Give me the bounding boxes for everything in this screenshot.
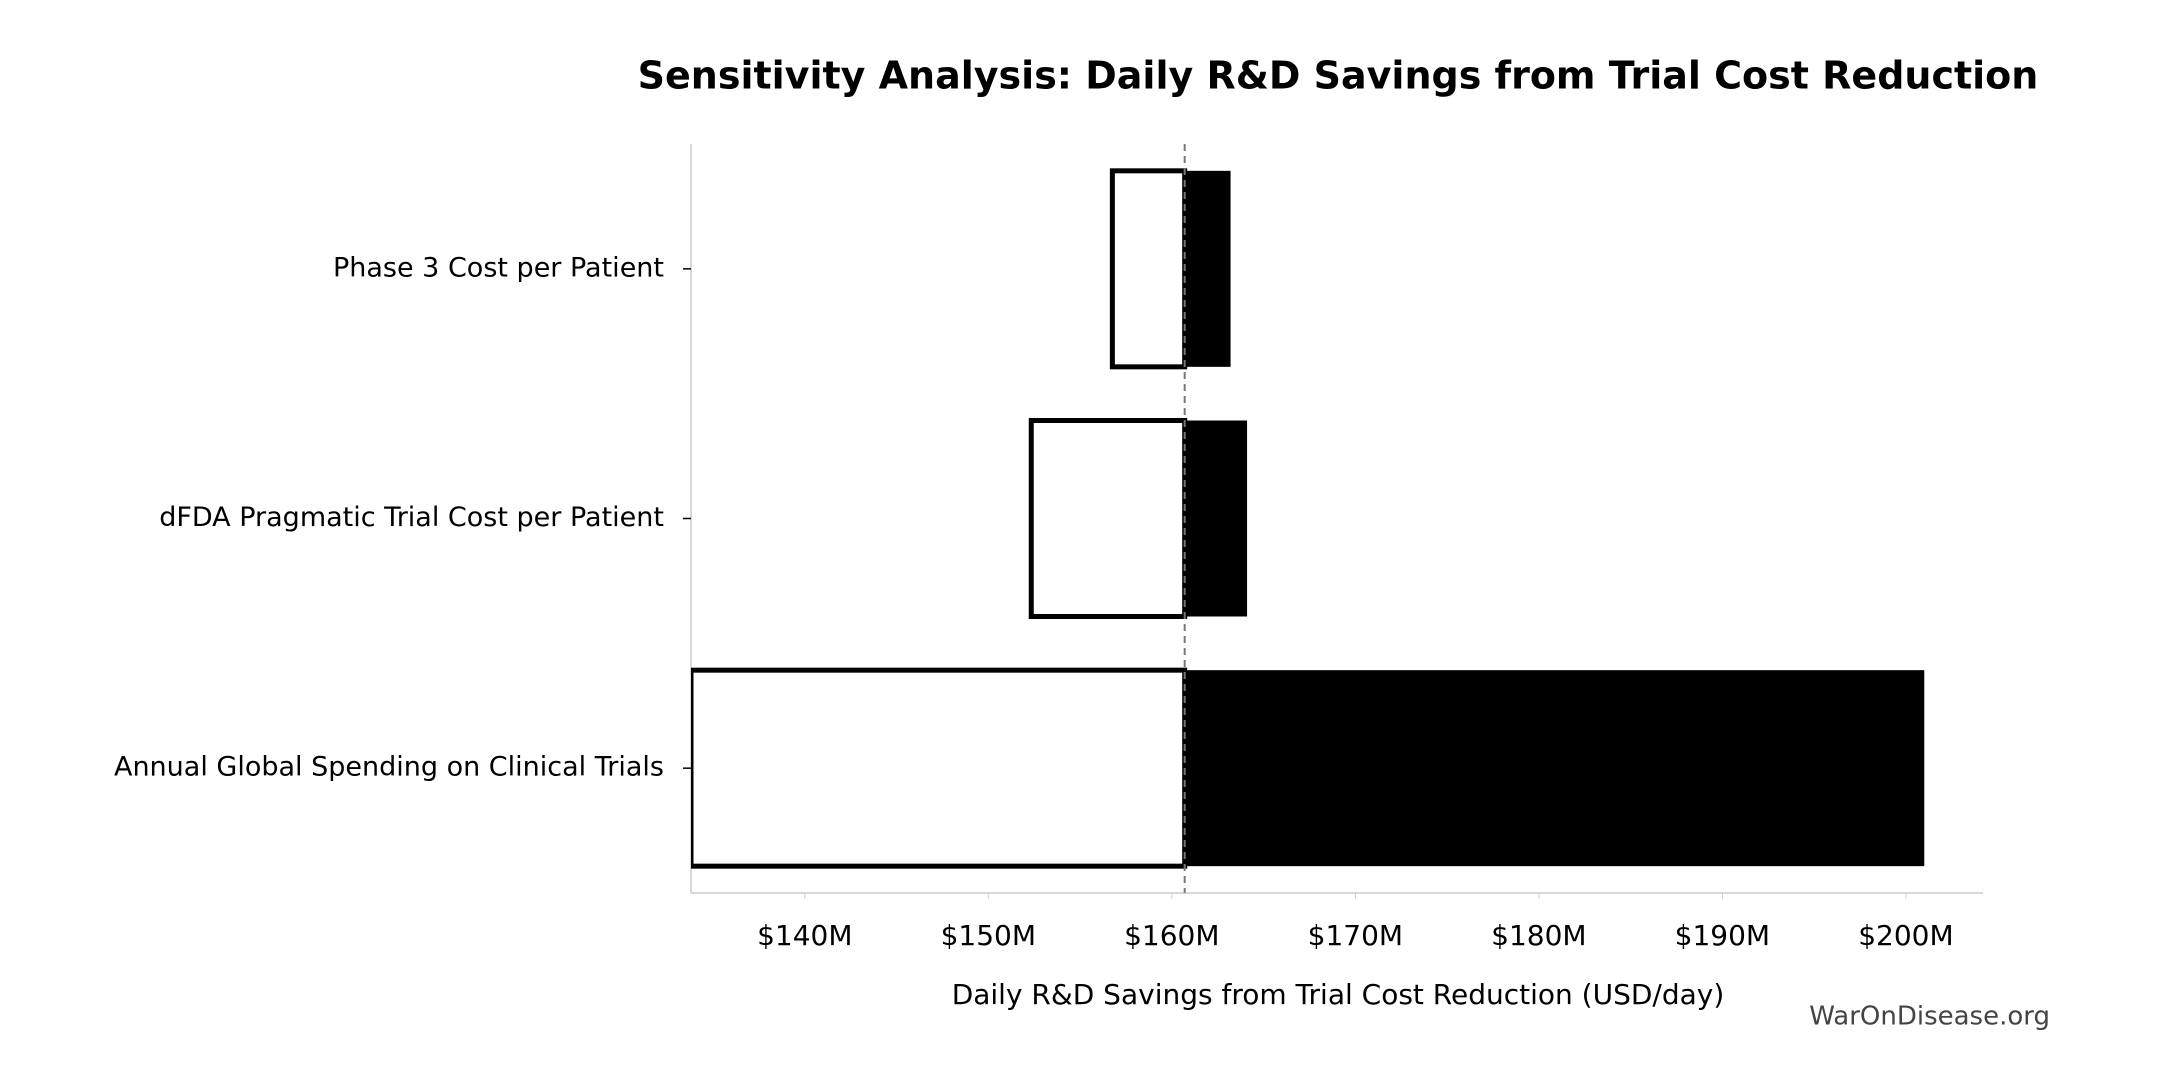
x-axis-label: Daily R&D Savings from Trial Cost Reduct… <box>952 978 1725 1011</box>
bar <box>1028 418 1188 619</box>
x-tick-label: $190M <box>1675 919 1770 952</box>
bar <box>1109 168 1188 370</box>
x-tick-label: $140M <box>757 919 852 952</box>
x-tick-label: $160M <box>1124 919 1219 952</box>
x-tick-label: $170M <box>1308 919 1403 952</box>
watermark: WarOnDisease.org <box>1809 1002 2050 1032</box>
chart-title: Sensitivity Analysis: Daily R&D Savings … <box>638 54 2039 98</box>
y-tick-label: dFDA Pragmatic Trial Cost per Patient <box>159 502 664 533</box>
x-tick-label: $180M <box>1491 919 1586 952</box>
bar <box>691 667 1188 869</box>
x-tick-label: $200M <box>1858 919 1953 952</box>
bar <box>1184 170 1231 367</box>
y-tick-label: Phase 3 Cost per Patient <box>333 252 664 283</box>
y-tick-label: Annual Global Spending on Clinical Trial… <box>114 752 664 783</box>
bar <box>1184 420 1248 617</box>
bar <box>1184 670 1925 867</box>
plot-area <box>691 168 1925 869</box>
x-tick-label: $150M <box>941 919 1036 952</box>
